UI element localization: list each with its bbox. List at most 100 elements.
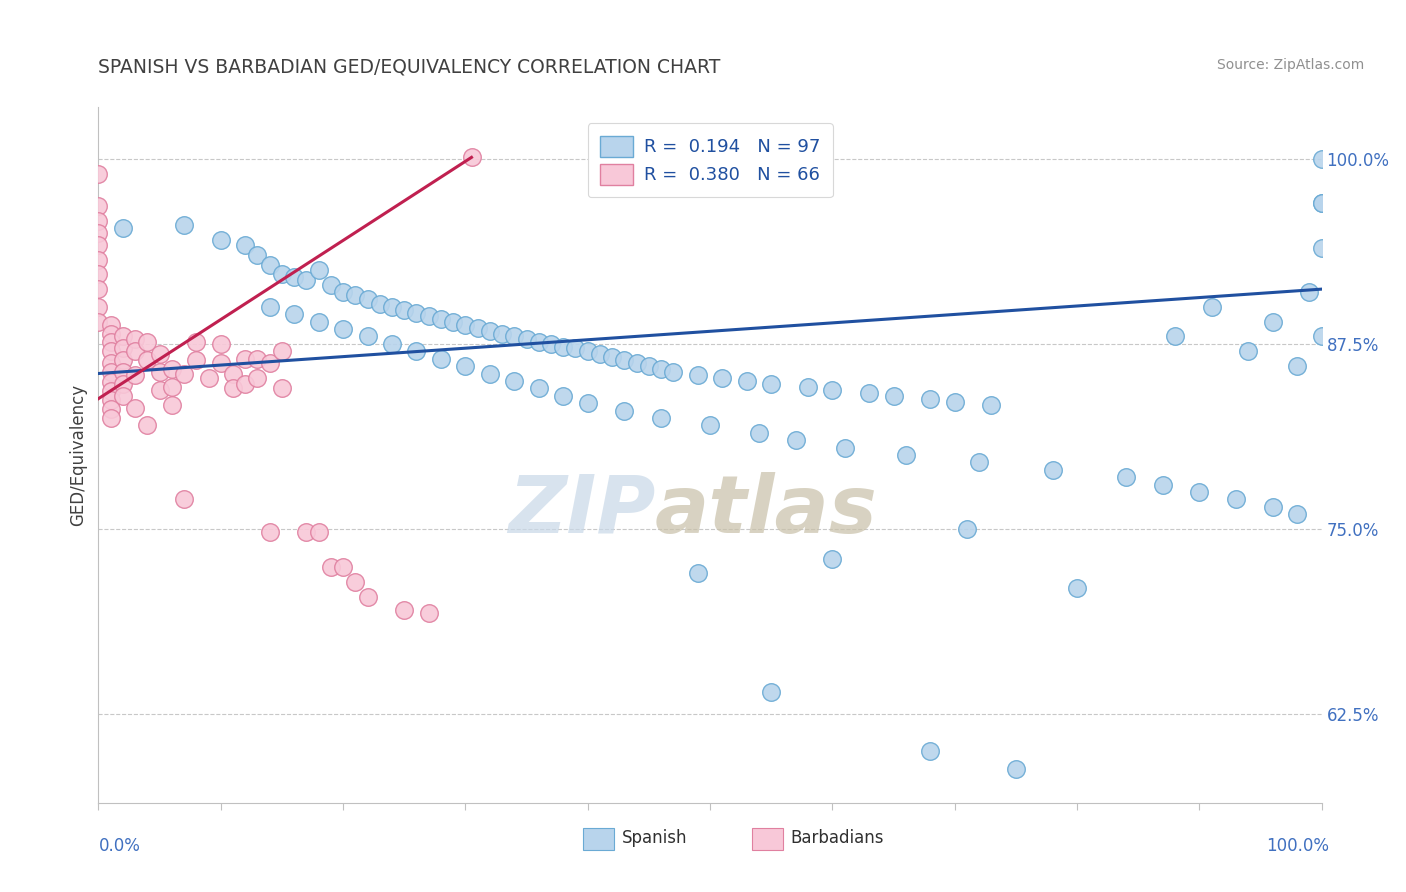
Point <box>576 396 599 410</box>
Point <box>662 365 685 379</box>
Point <box>441 315 464 329</box>
Point <box>735 374 758 388</box>
Point <box>308 263 330 277</box>
Point <box>503 329 526 343</box>
Point <box>87 252 110 267</box>
Point <box>197 371 219 385</box>
Text: 100.0%: 100.0% <box>1265 837 1329 855</box>
Point <box>100 384 122 399</box>
Point <box>613 403 636 417</box>
Point <box>454 359 477 373</box>
Point <box>1004 762 1026 776</box>
Point <box>87 226 110 240</box>
Text: 0.0%: 0.0% <box>98 837 141 855</box>
Point <box>478 367 501 381</box>
Point <box>821 383 844 397</box>
Point <box>418 607 440 621</box>
Point <box>381 337 404 351</box>
Point <box>527 381 550 395</box>
Point <box>478 324 501 338</box>
Point <box>392 302 416 317</box>
Point <box>1237 344 1260 359</box>
Point <box>87 315 110 329</box>
Point <box>699 418 721 433</box>
Point <box>233 376 256 391</box>
Point <box>405 344 427 359</box>
Point <box>650 411 672 425</box>
Point <box>111 376 134 391</box>
Point <box>1066 581 1088 595</box>
Point <box>259 356 281 370</box>
Point <box>564 342 586 356</box>
Point <box>209 233 232 247</box>
Point <box>589 347 612 361</box>
Point <box>1298 285 1320 299</box>
Point <box>392 603 416 617</box>
Point <box>87 167 110 181</box>
Point <box>87 237 110 252</box>
Point <box>1152 477 1174 491</box>
Point <box>149 365 172 379</box>
Point <box>87 199 110 213</box>
Point <box>405 306 427 320</box>
Point <box>1115 470 1137 484</box>
Legend: R =  0.194   N = 97, R =  0.380   N = 66: R = 0.194 N = 97, R = 0.380 N = 66 <box>588 123 832 197</box>
Point <box>1310 196 1333 211</box>
Point <box>460 150 482 164</box>
Point <box>87 268 110 282</box>
Point <box>100 344 122 359</box>
Point <box>246 248 269 262</box>
Point <box>711 371 734 385</box>
Point <box>111 353 134 368</box>
Point <box>1261 500 1284 514</box>
Point <box>246 351 269 366</box>
Point <box>553 389 575 403</box>
Point <box>576 344 599 359</box>
Point <box>1310 329 1333 343</box>
Point <box>100 365 122 379</box>
Point <box>686 566 709 581</box>
Point <box>136 335 159 350</box>
Point <box>638 359 661 373</box>
Point <box>1310 152 1333 166</box>
Y-axis label: GED/Equivalency: GED/Equivalency <box>69 384 87 526</box>
Point <box>356 329 378 343</box>
Point <box>356 590 378 604</box>
Point <box>332 285 354 299</box>
Point <box>149 383 172 397</box>
Point <box>111 365 134 379</box>
Point <box>430 351 453 366</box>
Point <box>540 337 562 351</box>
Point <box>222 381 245 395</box>
Point <box>797 380 820 394</box>
Point <box>980 398 1002 412</box>
Point <box>124 401 146 415</box>
Point <box>283 307 305 321</box>
Point <box>821 551 844 566</box>
Text: Barbadians: Barbadians <box>790 830 884 847</box>
Point <box>454 318 477 332</box>
Point <box>100 376 122 390</box>
Text: ZIP: ZIP <box>508 472 655 549</box>
Point <box>748 425 770 440</box>
Point <box>87 214 110 228</box>
Point <box>418 309 440 323</box>
Point <box>381 300 404 314</box>
Point <box>124 368 146 382</box>
Point <box>283 270 305 285</box>
Point <box>491 326 513 341</box>
Point <box>160 398 183 412</box>
Point <box>173 219 195 233</box>
Point <box>111 342 134 356</box>
Point <box>894 448 917 462</box>
Point <box>100 335 122 350</box>
Point <box>270 381 294 395</box>
Point <box>124 344 146 359</box>
Text: SPANISH VS BARBADIAN GED/EQUIVALENCY CORRELATION CHART: SPANISH VS BARBADIAN GED/EQUIVALENCY COR… <box>98 58 721 77</box>
Point <box>173 492 195 507</box>
Point <box>650 362 672 376</box>
Point <box>344 288 367 302</box>
Point <box>1201 300 1223 314</box>
Point <box>100 402 122 417</box>
Point <box>1164 329 1187 343</box>
